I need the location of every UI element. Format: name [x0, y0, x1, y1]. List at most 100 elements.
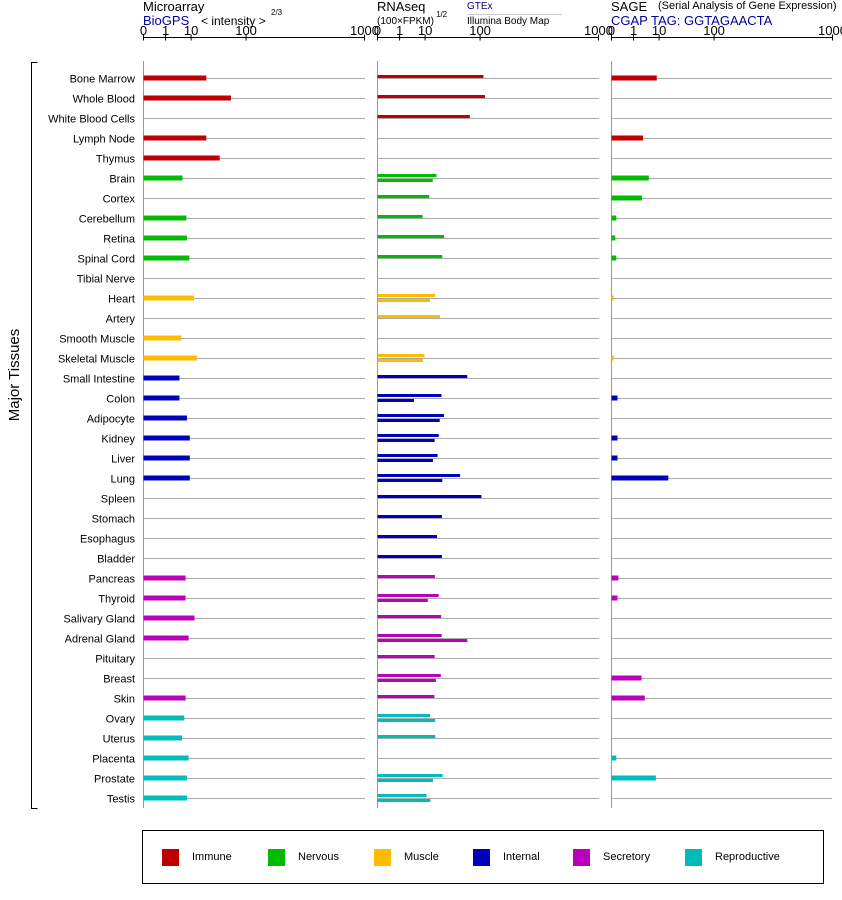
category-label: Spleen — [101, 494, 135, 506]
bar-sage — [611, 595, 618, 601]
category-label: Stomach — [92, 514, 135, 526]
sage-tick-label: 0 — [608, 23, 615, 38]
bar-sage — [611, 235, 616, 241]
bar-rnaseq-gtex — [377, 794, 427, 797]
bar-rnaseq-gtex — [377, 474, 461, 477]
bar-rnaseq-gtex — [377, 255, 443, 258]
bar-microarray — [143, 735, 183, 741]
rnaseq-unit: (100×FPKM) — [377, 16, 434, 27]
bar-rnaseq-illumina — [377, 639, 468, 642]
bar-rnaseq-illumina — [377, 299, 430, 302]
bar-rnaseq-gtex — [377, 414, 444, 417]
legend-label: Internal — [503, 851, 540, 863]
tissue-bracket — [31, 62, 38, 809]
microarray-tick-label: 10 — [184, 23, 198, 38]
category-label: Ovary — [106, 714, 136, 726]
category-label: Adrenal Gland — [65, 634, 135, 646]
bar-rnaseq-gtex — [377, 434, 439, 437]
bar-rnaseq-illumina — [377, 719, 436, 722]
category-label: Thyroid — [98, 594, 135, 606]
bar-rnaseq-gtex — [377, 454, 438, 457]
bar-rnaseq-gtex — [377, 735, 436, 738]
legend-swatch — [162, 849, 179, 866]
bar-rnaseq-gtex — [377, 515, 442, 518]
bar-microarray — [143, 695, 186, 701]
bar-microarray — [143, 375, 180, 381]
bar-microarray — [143, 455, 190, 461]
legend-label: Secretory — [603, 851, 651, 863]
bar-microarray — [143, 395, 180, 401]
bar-rnaseq-gtex — [377, 714, 431, 717]
sage-tick-label: 10 — [652, 23, 666, 38]
category-label: Cerebellum — [79, 214, 135, 226]
rnaseq-tick-label: 10 — [418, 23, 432, 38]
microarray-tick-label: 1 — [162, 23, 169, 38]
bar-microarray — [143, 95, 231, 101]
category-label: Liver — [111, 454, 135, 466]
category-label: Skin — [114, 694, 135, 706]
category-label: Brain — [109, 174, 135, 186]
category-label: Salivary Gland — [63, 614, 135, 626]
bar-microarray — [143, 615, 195, 621]
bar-microarray — [143, 335, 182, 341]
category-label: Esophagus — [80, 534, 136, 546]
bar-rnaseq-illumina — [377, 779, 433, 782]
sage-title: SAGE — [611, 0, 648, 14]
bar-rnaseq-illumina — [377, 115, 470, 118]
bar-microarray — [143, 435, 190, 441]
bar-rnaseq-illumina — [377, 399, 414, 402]
sage-tick-label: 1 — [630, 23, 637, 38]
bar-microarray — [143, 595, 186, 601]
legend-swatch — [685, 849, 702, 866]
rnaseq-title: RNAseq — [377, 0, 426, 14]
rnaseq-unit-exponent: 1/2 — [436, 10, 448, 19]
bar-rnaseq-gtex — [377, 535, 437, 538]
bar-rnaseq-gtex — [377, 575, 435, 578]
bar-rnaseq-gtex — [377, 774, 443, 777]
bar-rnaseq-gtex — [377, 555, 442, 558]
category-label: Small Intestine — [63, 374, 135, 386]
bar-rnaseq-gtex — [377, 315, 441, 318]
bar-microarray — [143, 575, 186, 581]
microarray-tick-label: 100 — [235, 23, 257, 38]
bar-sage — [611, 755, 617, 761]
legend-swatch — [573, 849, 590, 866]
bar-sage — [611, 195, 642, 201]
category-label: Testis — [107, 794, 136, 806]
bar-rnaseq-gtex — [377, 655, 435, 658]
bar-rnaseq-illumina — [377, 375, 468, 378]
bar-rnaseq-illumina — [377, 799, 431, 802]
category-label: Heart — [108, 294, 135, 306]
bar-sage — [611, 475, 669, 481]
category-label: Whole Blood — [73, 94, 135, 106]
category-label: Bladder — [97, 554, 135, 566]
bar-rnaseq-gtex — [377, 634, 442, 637]
bar-sage — [611, 255, 617, 261]
bar-microarray — [143, 155, 220, 161]
sage-subtitle: (Serial Analysis of Gene Expression) — [658, 0, 837, 12]
bar-microarray — [143, 715, 185, 721]
category-label: Artery — [106, 314, 136, 326]
bar-microarray — [143, 215, 187, 221]
bar-rnaseq-gtex — [377, 394, 442, 397]
bar-rnaseq-gtex — [377, 615, 442, 618]
legend-label: Nervous — [298, 851, 339, 863]
bar-rnaseq-gtex — [377, 674, 441, 677]
category-label: Tibial Nerve — [77, 274, 135, 286]
bar-rnaseq-illumina — [377, 419, 440, 422]
bar-microarray — [143, 775, 187, 781]
rnaseq-tick-label: 1 — [396, 23, 403, 38]
legend-label: Reproductive — [715, 851, 780, 863]
bar-rnaseq-illumina — [377, 179, 433, 182]
bar-sage — [611, 675, 642, 681]
rnaseq-tick-label: 100 — [469, 23, 491, 38]
bar-microarray — [143, 175, 183, 181]
category-label: Lymph Node — [73, 134, 135, 146]
legend: Immune Nervous Muscle Internal Secretory Repr… — [142, 830, 824, 884]
category-label: Retina — [103, 234, 136, 246]
bar-sage — [611, 355, 614, 361]
legend-label: Immune — [192, 851, 232, 863]
bar-rnaseq-illumina — [377, 479, 443, 482]
legend-swatch — [473, 849, 490, 866]
